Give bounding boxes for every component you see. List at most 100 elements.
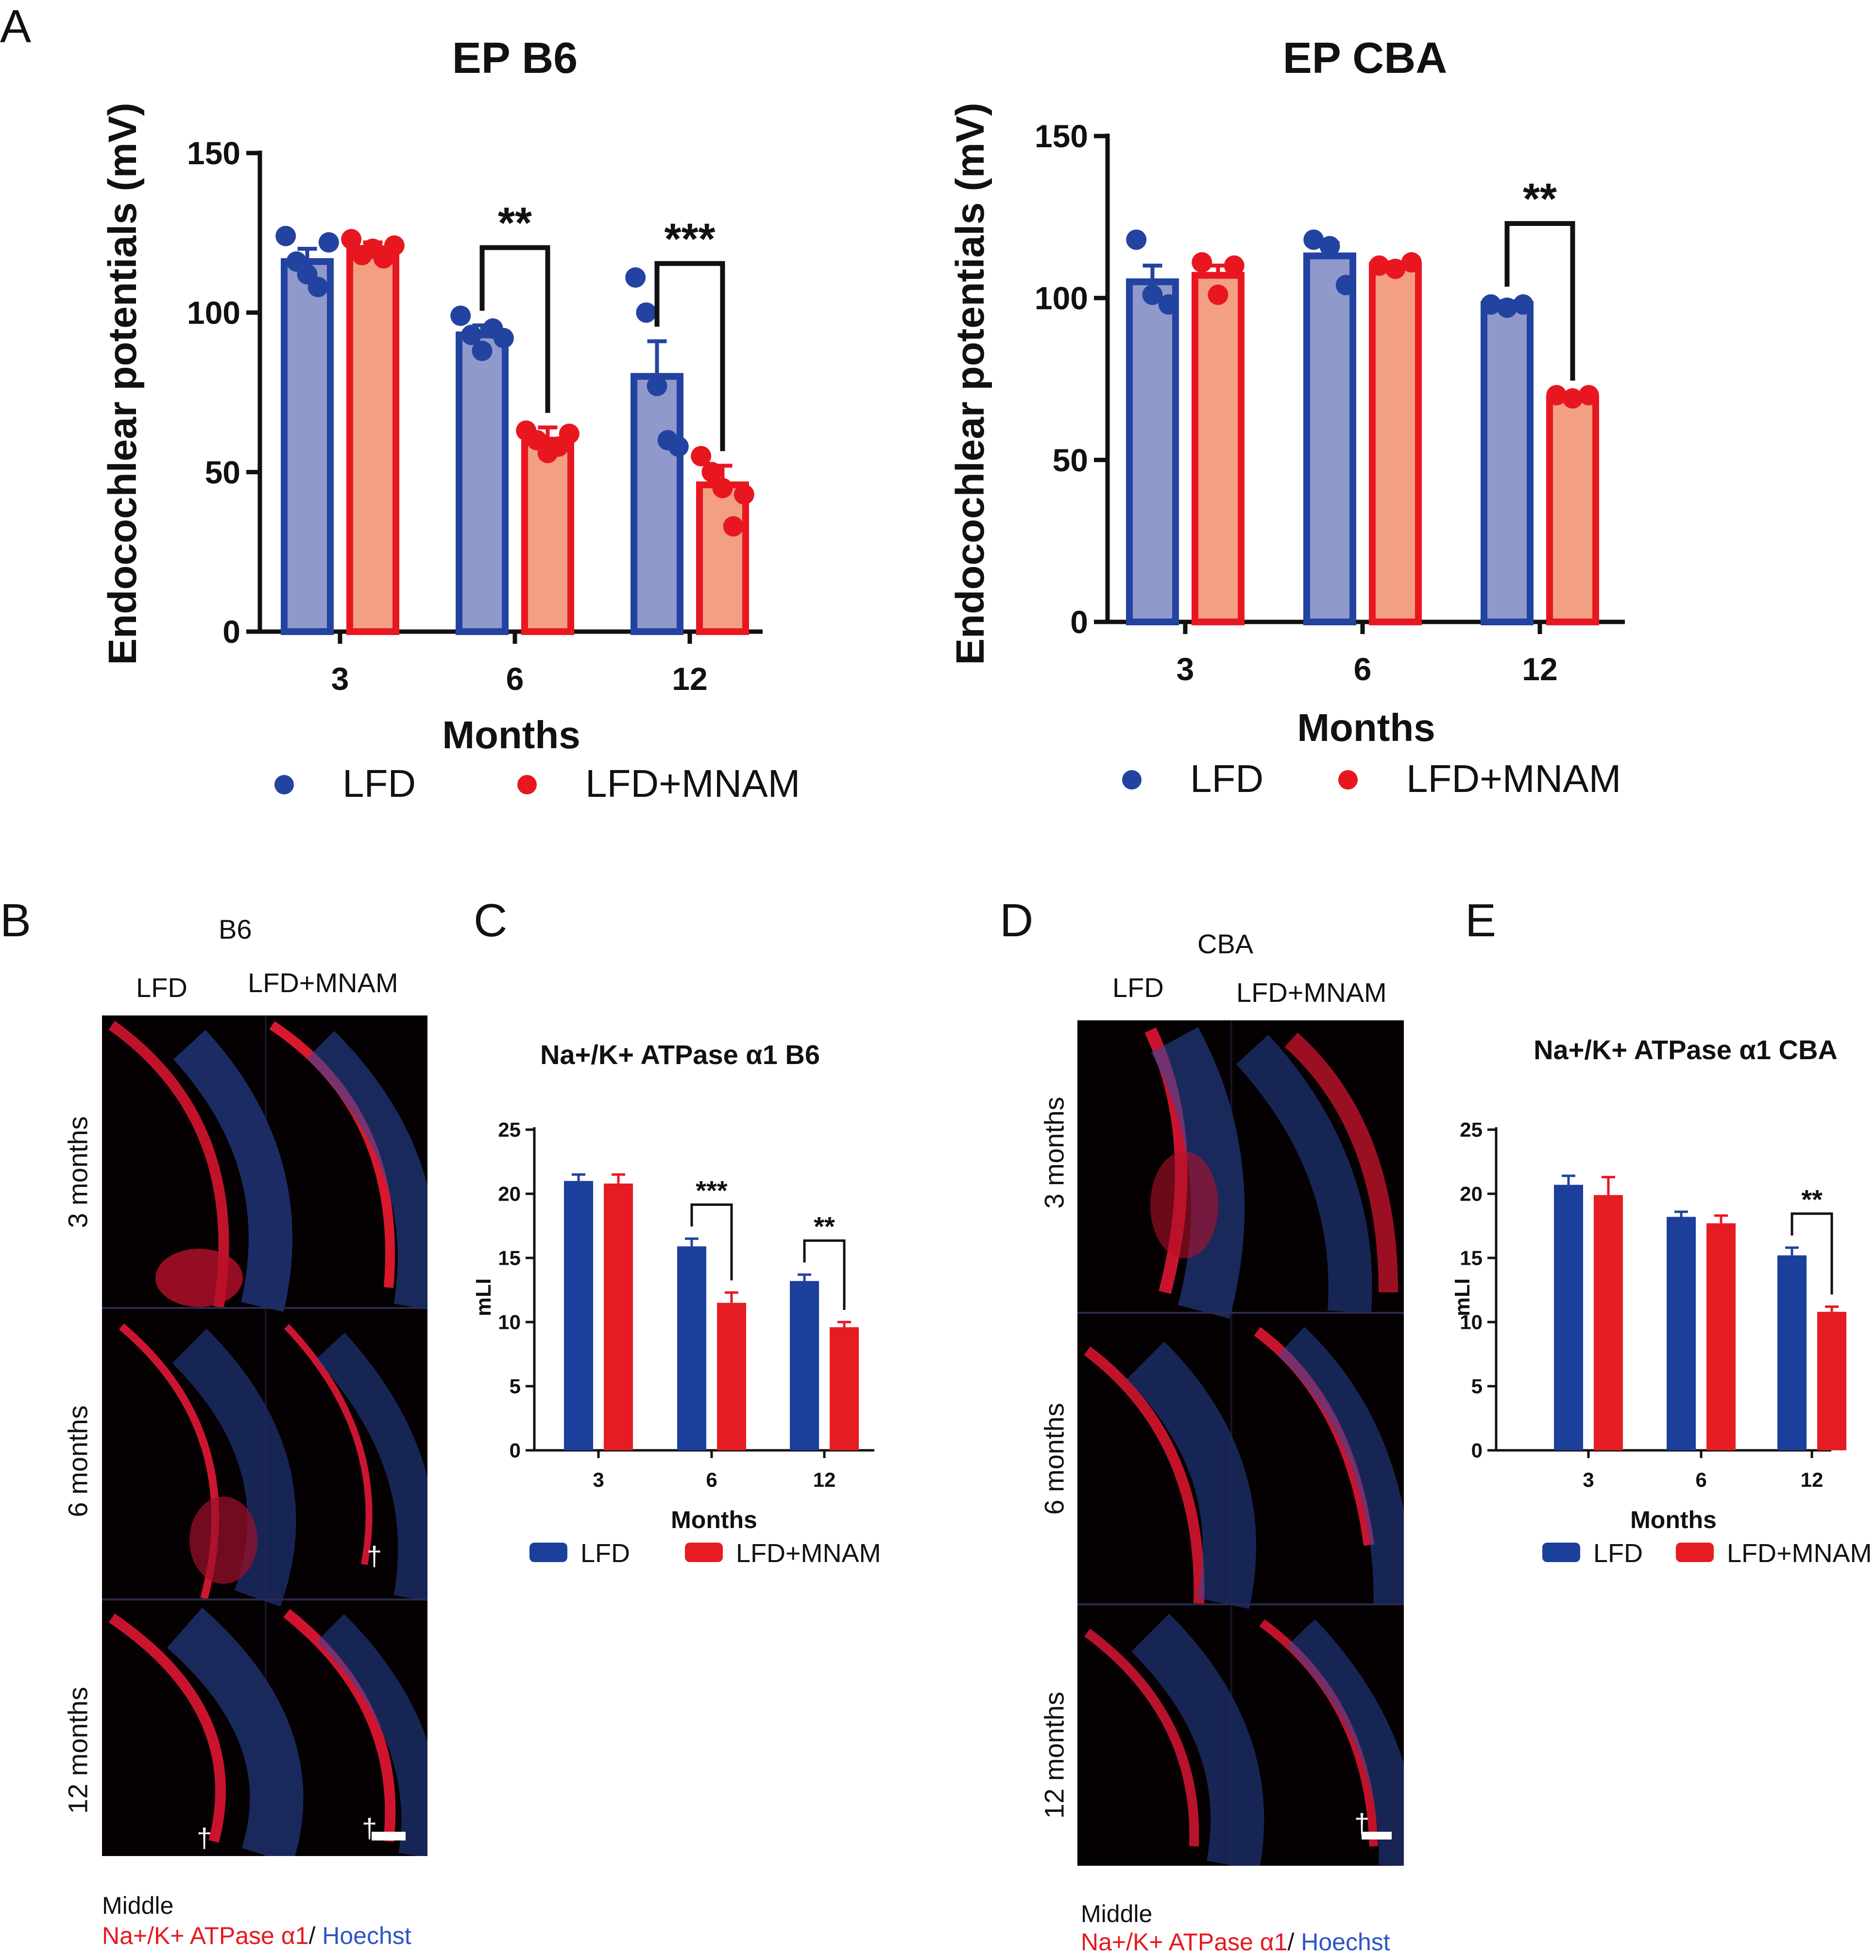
y-tick-label: 5 [1471, 1375, 1483, 1398]
b6-stain-blue: Hoechst [322, 1922, 411, 1949]
y-tick-label: 25 [498, 1118, 521, 1141]
panel-letter-d: D [1000, 894, 1034, 946]
y-tick-label: 20 [498, 1183, 521, 1205]
y-tick-label: 0 [222, 614, 240, 650]
y-axis-label: mLI [472, 1278, 495, 1316]
point-lfd-mnam [1401, 252, 1422, 273]
chart-title: EP B6 [452, 34, 578, 83]
bar-lfd-mnam [1546, 395, 1599, 625]
cba-row-12m: 12 months [1039, 1691, 1070, 1819]
point-lfd [1319, 236, 1340, 257]
significance-label: ** [1523, 175, 1557, 224]
point-lfd [318, 232, 339, 253]
cba-row-6m: 6 months [1039, 1403, 1070, 1515]
bar-lfd-mnam [717, 1303, 746, 1450]
cba-col-mnam: LFD+MNAM [1236, 977, 1387, 1008]
significance-bracket [690, 1203, 733, 1281]
point-lfd [636, 302, 657, 323]
bar-lfd [1777, 1255, 1807, 1450]
point-lfd [307, 276, 328, 297]
micrograph-b6-divider [265, 1015, 267, 1856]
legend-marker-lfd-mnam [685, 1543, 723, 1562]
legend-label-lfd: LFD [1593, 1539, 1643, 1568]
x-axis-label: Months [1630, 1506, 1717, 1533]
x-tick-label: 3 [593, 1468, 604, 1491]
point-lfd-mnam [1192, 252, 1212, 273]
x-tick-label: 3 [331, 661, 349, 697]
x-tick-label: 12 [1522, 651, 1557, 687]
y-tick-label: 50 [205, 454, 240, 490]
panel-letter-c: C [474, 894, 508, 946]
point-lfd-mnam [723, 516, 744, 537]
y-axis-label: mLI [1450, 1278, 1474, 1316]
bar-lfd-mnam [830, 1327, 859, 1450]
bar-lfd [1303, 252, 1356, 625]
y-axis-label: Endocochlear potentials (mV) [948, 103, 992, 665]
point-lfd [461, 325, 482, 345]
y-tick-label: 25 [1460, 1118, 1483, 1141]
point-lfd [1497, 297, 1518, 318]
x-axis-label: Months [671, 1506, 757, 1533]
y-tick-label: 50 [1053, 442, 1088, 478]
bar-lfd [1667, 1217, 1696, 1450]
point-lfd-mnam [384, 235, 405, 256]
point-lfd [472, 341, 493, 361]
point-lfd-mnam [691, 446, 712, 466]
x-tick-label: 6 [706, 1468, 717, 1491]
y-tick-label: 10 [1460, 1311, 1483, 1334]
y-tick-label: 5 [510, 1375, 521, 1398]
legend-label-lfd: LFD [580, 1539, 630, 1568]
panel-letter-e: E [1465, 894, 1497, 946]
b6-dagger-6m: † [367, 1541, 382, 1571]
bar-lfd [1481, 301, 1534, 625]
bar-lfd-mnam [346, 245, 399, 635]
y-tick-label: 15 [498, 1247, 521, 1270]
cba-region-label: Middle [1081, 1900, 1153, 1927]
micrograph-cba: † [1077, 1020, 1404, 1866]
legend-label-lfd-mnam: LFD+MNAM [736, 1539, 881, 1568]
y-tick-label: 20 [1460, 1183, 1483, 1205]
point-lfd-mnam [1546, 385, 1567, 406]
point-lfd [275, 225, 296, 246]
point-lfd [1513, 294, 1534, 315]
legend-marker-lfd [1542, 1543, 1580, 1562]
cba-stain-blue: Hoechst [1301, 1928, 1390, 1956]
x-tick-label: 12 [813, 1468, 836, 1491]
significance-bracket [803, 1239, 846, 1310]
chart-title: EP CBA [1283, 34, 1447, 83]
cba-stain-legend: Na+/K+ ATPase α1/ Hoechst [1081, 1928, 1390, 1956]
point-lfd-mnam [701, 462, 722, 482]
y-tick-label: 150 [187, 135, 240, 171]
y-tick-label: 15 [1460, 1247, 1483, 1270]
legend-label-lfd: LFD [342, 762, 416, 805]
significance-bracket [654, 261, 725, 451]
point-lfd [1158, 294, 1179, 315]
point-lfd-mnam [1208, 284, 1228, 305]
y-tick-label: 0 [510, 1439, 521, 1462]
b6-row-6m: 6 months [62, 1405, 93, 1517]
point-lfd-mnam [341, 229, 362, 250]
legend-marker-lfd-mnam [1676, 1543, 1714, 1562]
micrograph-cba-divider [1230, 1020, 1232, 1866]
legend-label-lfd-mnam: LFD+MNAM [1406, 757, 1621, 800]
bar-lfd-mnam [1369, 262, 1422, 625]
x-tick-label: 3 [1583, 1468, 1594, 1491]
point-lfd [1126, 229, 1147, 250]
chart-atpase-b6: Na+/K+ ATPase α1 B6 0 5 10 15 20 25 mLI Months 3 6… [472, 1039, 881, 1568]
point-lfd-mnam [1562, 388, 1583, 409]
y-tick-label: 10 [498, 1311, 521, 1334]
x-tick-label: 12 [1801, 1468, 1824, 1491]
point-lfd [493, 327, 514, 348]
y-tick-label: 100 [1035, 280, 1088, 316]
bar-lfd-mnam [521, 437, 574, 635]
x-tick-label: 6 [1354, 651, 1372, 687]
panel-letter-a: A [0, 0, 32, 52]
bar-lfd-mnam [1706, 1223, 1736, 1450]
significance-label: ** [1801, 1184, 1823, 1215]
bar-lfd [1554, 1185, 1583, 1450]
legend-label-lfd-mnam: LFD+MNAM [585, 762, 800, 805]
b6-strain-label: B6 [219, 914, 252, 945]
y-tick-label: 150 [1035, 118, 1088, 154]
significance-label: *** [664, 215, 715, 263]
significance-bracket [1504, 221, 1575, 381]
